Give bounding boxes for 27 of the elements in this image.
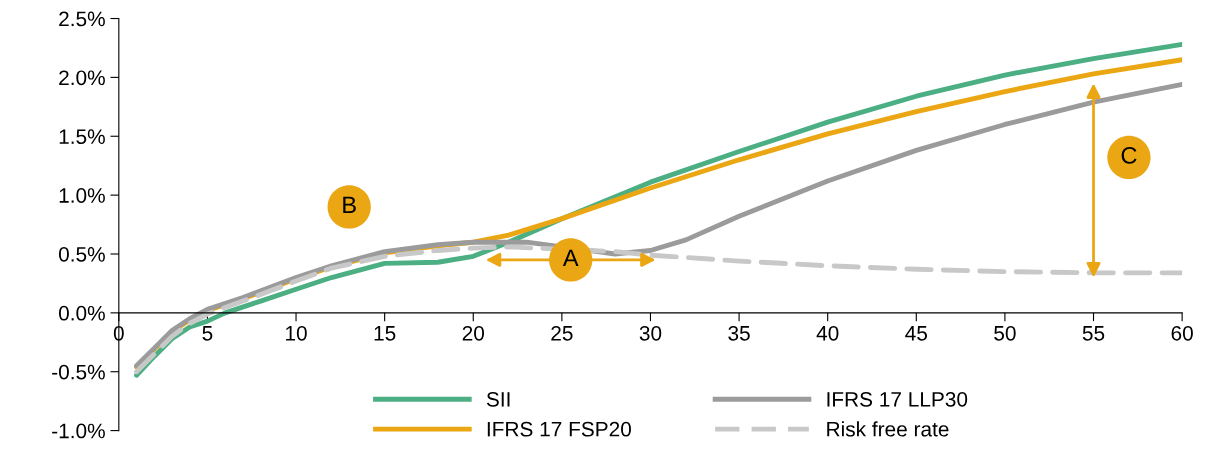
x-tick-label: 15 xyxy=(374,326,396,341)
x-tick-label: 45 xyxy=(905,326,928,341)
y-tick-label: 0.0% xyxy=(58,305,105,321)
x-tick-label: 30 xyxy=(639,325,662,341)
y-tick-label: 1.0% xyxy=(59,188,105,203)
legend-label: IFRS 17 FSP20 xyxy=(487,421,631,437)
x-tick-label: 55 xyxy=(1082,326,1105,341)
x-tick-label: 20 xyxy=(462,325,485,341)
y-tick-label: -1.0% xyxy=(52,423,105,439)
legend-label: SII xyxy=(486,391,510,407)
x-tick-label: 50 xyxy=(994,325,1016,341)
y-tick-label: 2.5% xyxy=(59,11,105,27)
x-tick-label: 35 xyxy=(728,325,750,341)
annotation: A xyxy=(562,249,579,266)
x-tick-label: 10 xyxy=(286,325,307,341)
legend-label: Risk free rate xyxy=(827,421,949,437)
y-tick-label: -0.5% xyxy=(52,364,105,380)
x-tick-label: 5 xyxy=(202,326,213,341)
y-tick-label: 0.5% xyxy=(58,246,105,262)
x-tick-label: 40 xyxy=(816,325,839,341)
y-tick-label: 2.0% xyxy=(59,70,105,86)
x-tick-label: 60 xyxy=(1171,325,1193,341)
x-tick-label: 25 xyxy=(551,325,573,341)
annotation: C xyxy=(1121,147,1137,164)
annotation: B xyxy=(343,196,356,213)
y-tick-label: 1.5% xyxy=(59,129,105,145)
legend-label: IFRS 17 LLP30 xyxy=(827,391,968,407)
